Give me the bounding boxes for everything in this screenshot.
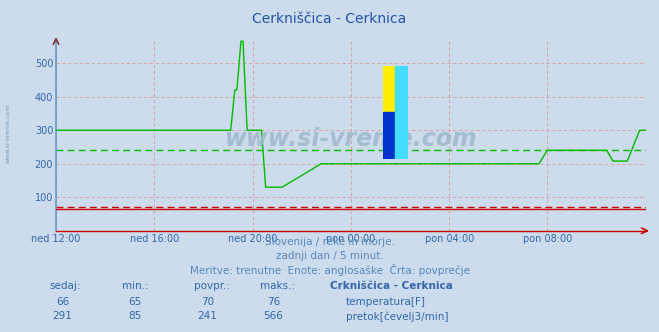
Text: zadnji dan / 5 minut.: zadnji dan / 5 minut. bbox=[275, 251, 384, 261]
Text: min.:: min.: bbox=[122, 281, 149, 290]
Bar bbox=[395, 66, 408, 112]
Bar bbox=[395, 112, 408, 159]
Text: www.si-vreme.com: www.si-vreme.com bbox=[5, 103, 11, 163]
Bar bbox=[383, 66, 395, 112]
Text: temperatura[F]: temperatura[F] bbox=[346, 297, 426, 307]
Text: maks.:: maks.: bbox=[260, 281, 295, 290]
Text: 70: 70 bbox=[201, 297, 214, 307]
Text: Slovenija / reke in morje.: Slovenija / reke in morje. bbox=[264, 237, 395, 247]
Text: 291: 291 bbox=[53, 311, 72, 321]
Bar bbox=[383, 112, 395, 159]
Text: Meritve: trenutne  Enote: anglosaške  Črta: povprečje: Meritve: trenutne Enote: anglosaške Črta… bbox=[190, 264, 469, 276]
Text: www.si-vreme.com: www.si-vreme.com bbox=[225, 127, 477, 151]
Text: Cerkniščica - Cerknica: Cerkniščica - Cerknica bbox=[252, 12, 407, 26]
Text: 76: 76 bbox=[267, 297, 280, 307]
Text: povpr.:: povpr.: bbox=[194, 281, 231, 290]
Text: pretok[čevelj3/min]: pretok[čevelj3/min] bbox=[346, 311, 449, 322]
Text: 85: 85 bbox=[129, 311, 142, 321]
Text: 66: 66 bbox=[56, 297, 69, 307]
Text: 566: 566 bbox=[264, 311, 283, 321]
Text: 65: 65 bbox=[129, 297, 142, 307]
Text: Crkniščica - Cerknica: Crkniščica - Cerknica bbox=[330, 281, 452, 290]
Text: 241: 241 bbox=[198, 311, 217, 321]
Text: sedaj:: sedaj: bbox=[49, 281, 81, 290]
